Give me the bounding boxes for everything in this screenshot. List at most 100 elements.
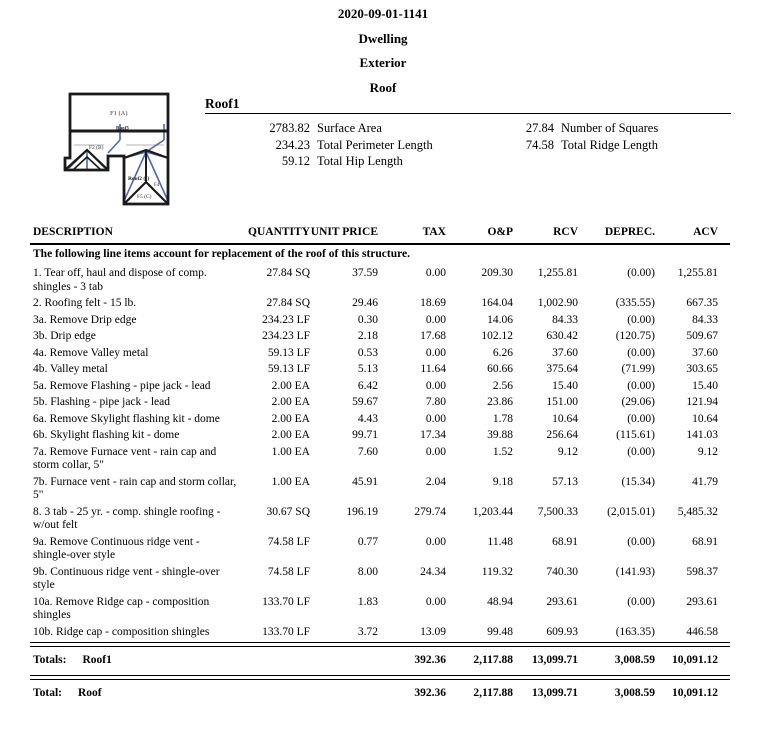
- item-description: 1. Tear off, haul and dispose of comp. s…: [33, 267, 207, 293]
- item-op: 1,203.44: [472, 505, 513, 518]
- summary-left-column: 2783.82 Surface Area 234.23 Total Perime…: [248, 120, 433, 170]
- col-header-deprec: DEPREC.: [578, 224, 655, 245]
- item-op: 14.06: [487, 313, 513, 326]
- item-rcv: 37.60: [552, 346, 578, 359]
- col-header-rcv: RCV: [513, 224, 578, 245]
- item-unit-price: 0.30: [357, 313, 378, 326]
- table-intro-text: The following line items account for rep…: [33, 247, 410, 260]
- line-item-row: 9a. Remove Continuous ridge vent - shing…: [30, 534, 730, 564]
- item-unit-price: 99.71: [352, 429, 378, 441]
- item-tax: 2.04: [425, 475, 446, 488]
- item-tax: 0.00: [425, 379, 446, 392]
- summary-label: Total Hip Length: [317, 154, 403, 168]
- line-item-row: 3a. Remove Drip edge 234.23 LF 0.30 0.00…: [30, 312, 730, 329]
- item-deprec: (0.00): [627, 313, 655, 326]
- summary-value: 27.84: [525, 121, 554, 135]
- item-unit-price: 0.77: [357, 535, 378, 548]
- item-description: 9b. Continuous ridge vent - shingle-over…: [33, 565, 220, 592]
- item-acv: 141.03: [686, 429, 718, 441]
- item-description: 10a. Remove Ridge cap - composition shin…: [33, 595, 210, 622]
- item-rcv: 15.40: [552, 379, 578, 392]
- summary-label: Total Ridge Length: [561, 137, 659, 152]
- item-description: 8. 3 tab - 25 yr. - comp. shingle roofin…: [33, 505, 221, 532]
- total-roof-rcv: 13,099.71: [532, 686, 578, 699]
- item-rcv: 1,002.90: [537, 297, 578, 309]
- line-item-row: 10b. Ridge cap - composition shingles 13…: [30, 624, 730, 641]
- item-unit-price: 6.42: [357, 379, 378, 392]
- sketch-label-f4: F4: [154, 183, 160, 188]
- item-op: 102.12: [481, 330, 513, 342]
- summary-hip-length: 59.12 Total Hip Length: [248, 153, 433, 170]
- roof-sketch: F1 (A) Roof3 F2 (B) Roof2 (I) F4 F5 (C): [63, 92, 170, 206]
- item-op: 60.66: [487, 363, 513, 375]
- item-quantity: 2.00 EA: [271, 429, 310, 441]
- summary-label: Surface Area: [317, 121, 382, 135]
- item-op: 119.32: [481, 565, 513, 578]
- item-unit-price: 45.91: [352, 475, 378, 488]
- col-header-tax: TAX: [378, 224, 446, 245]
- totals-roof1-prefix: Totals:: [33, 653, 67, 666]
- item-rcv: 609.93: [546, 625, 578, 638]
- item-tax: 24.34: [420, 565, 446, 578]
- section-title: Roof1: [205, 96, 240, 111]
- summary-perimeter-length: 234.23 Total Perimeter Length: [248, 137, 433, 154]
- item-description: 3b. Drip edge: [33, 330, 96, 342]
- item-unit-price: 29.46: [352, 297, 378, 309]
- line-item-row: 9b. Continuous ridge vent - shingle-over…: [30, 564, 730, 594]
- line-item-row: 4b. Valley metal 59.13 LF 5.13 11.64 60.…: [30, 361, 730, 378]
- header-line-exterior: Exterior: [359, 55, 407, 70]
- item-acv: 15.40: [692, 379, 718, 392]
- item-acv: 667.35: [686, 297, 718, 309]
- item-acv: 293.61: [686, 595, 718, 608]
- item-deprec: (163.35): [615, 625, 655, 638]
- item-description: 4a. Remove Valley metal: [33, 346, 149, 359]
- line-item-row: 5a. Remove Flashing - pipe jack - lead 2…: [30, 378, 730, 395]
- col-header-acv: ACV: [655, 224, 730, 245]
- sketch-label-roof3: Roof3: [116, 127, 129, 132]
- section-title-rule: [205, 113, 731, 114]
- item-quantity: 30.67 SQ: [266, 505, 310, 518]
- item-deprec: (141.93): [615, 565, 655, 578]
- summary-number-of-squares: 27.84 Number of Squares: [492, 120, 658, 137]
- table-header-row: DESCRIPTION QUANTITY UNIT PRICE TAX O&P …: [30, 224, 730, 245]
- item-acv: 121.94: [686, 396, 718, 408]
- item-description: 6a. Remove Skylight flashing kit - dome: [33, 412, 220, 425]
- total-roof-name: Roof: [77, 686, 102, 699]
- item-unit-price: 8.00: [357, 565, 378, 578]
- item-description: 9a. Remove Continuous ridge vent - shing…: [33, 535, 200, 562]
- item-rcv: 9.12: [557, 445, 578, 458]
- sketch-label-f2: F2 (B): [89, 144, 104, 151]
- item-deprec: (71.99): [621, 363, 655, 375]
- summary-label: Total Perimeter Length: [317, 137, 433, 152]
- item-op: 9.18: [492, 475, 513, 488]
- item-tax: 0.00: [425, 445, 446, 458]
- total-roof-prefix: Total:: [33, 686, 62, 699]
- item-unit-price: 1.83: [357, 595, 378, 608]
- item-tax: 13.09: [420, 625, 446, 638]
- item-quantity: 133.70 LF: [262, 625, 310, 638]
- item-acv: 37.60: [692, 346, 718, 359]
- item-op: 1.78: [492, 412, 513, 425]
- item-rcv: 630.42: [546, 330, 578, 342]
- double-rule: [30, 675, 730, 680]
- item-unit-price: 4.43: [357, 412, 378, 425]
- line-item-row: 8. 3 tab - 25 yr. - comp. shingle roofin…: [30, 504, 730, 534]
- item-op: 2.56: [492, 379, 513, 392]
- item-op: 1.52: [492, 445, 513, 458]
- summary-value: 2783.82: [269, 121, 310, 135]
- line-item-row: 2. Roofing felt - 15 lb. 27.84 SQ 29.46 …: [30, 295, 730, 312]
- sketch-label-f5: F5 (C): [137, 193, 152, 200]
- item-unit-price: 0.53: [357, 346, 378, 359]
- item-acv: 509.67: [686, 330, 718, 342]
- item-quantity: 1.00 EA: [271, 445, 310, 458]
- totals-roof1-row: Totals: Roof1 392.36 2,117.88 13,099.71 3…: [30, 647, 730, 674]
- item-deprec: (0.00): [627, 346, 655, 359]
- item-quantity: 59.13 LF: [267, 363, 310, 375]
- item-quantity: 2.00 EA: [271, 379, 310, 392]
- item-rcv: 375.64: [546, 363, 578, 375]
- line-item-row: 7a. Remove Furnace vent - rain cap and s…: [30, 444, 730, 474]
- col-header-description: DESCRIPTION: [30, 224, 248, 245]
- item-tax: 0.00: [425, 313, 446, 326]
- summary-value: 74.58: [525, 137, 554, 152]
- item-tax: 0.00: [425, 267, 446, 279]
